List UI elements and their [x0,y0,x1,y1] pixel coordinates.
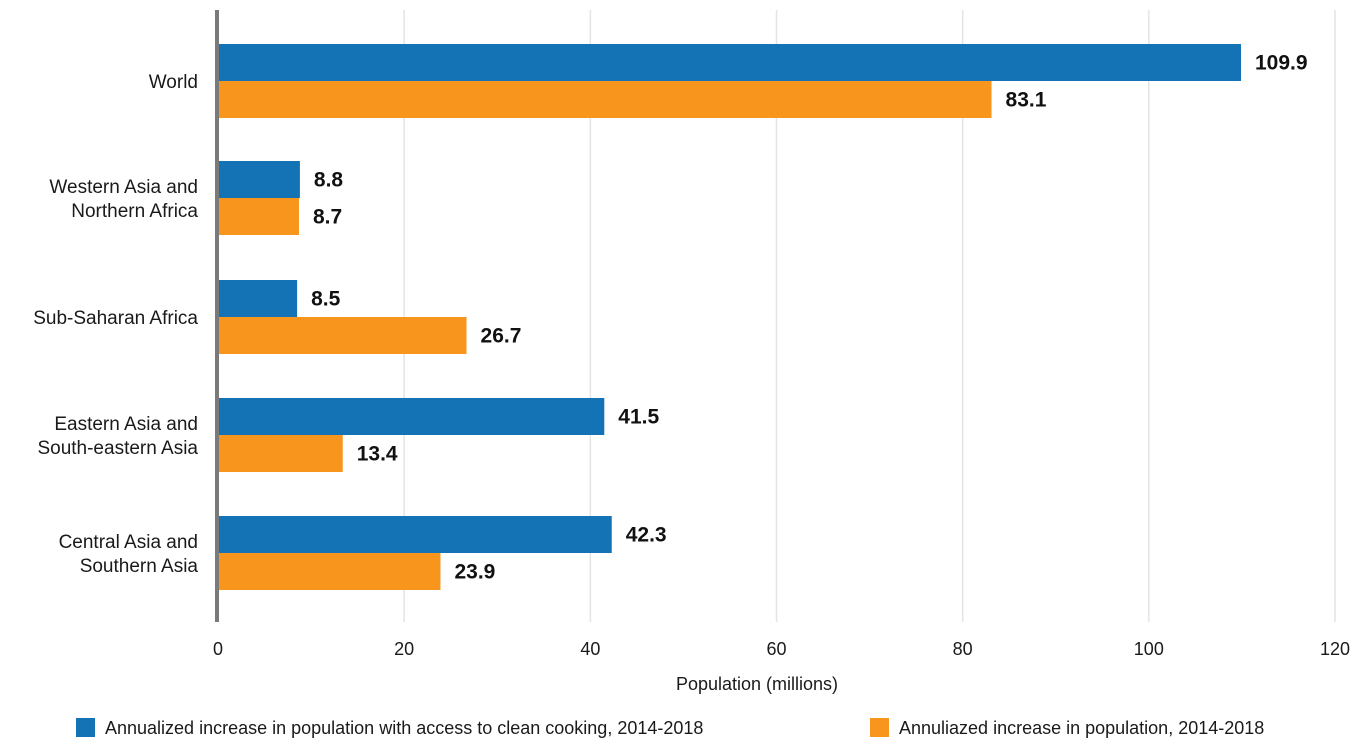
category-label: Western Asia and Northern Africa [49,177,198,222]
bar-population [218,435,343,472]
value-label: 8.8 [314,169,344,192]
bar-population [218,81,992,118]
value-label: 8.5 [311,288,341,311]
bar-clean-cooking [218,44,1241,81]
value-label: 13.4 [357,443,398,466]
value-label: 8.7 [313,206,342,229]
bar-clean-cooking [218,161,300,198]
value-label: 42.3 [626,524,667,547]
value-labels: 109.9 83.1 8.8 8.7 8.5 26.7 41.5 13.4 42.3 23.9 [311,52,1307,584]
category-label: Central Asia and Southern Asia [59,532,199,577]
legend-label: Annualized increase in population with a… [105,718,703,738]
x-axis-title: Population (millions) [676,674,838,694]
legend-swatch [870,718,889,737]
x-tick-label: 40 [580,639,600,659]
value-label: 83.1 [1006,89,1047,112]
x-axis-ticks: 0 20 40 60 80 100 120 [213,639,1350,659]
category-label: Sub-Saharan Africa [33,308,198,329]
value-label: 109.9 [1255,52,1308,75]
legend: Annualized increase in population with a… [76,718,1264,738]
x-tick-label: 0 [213,639,223,659]
category-label: World [149,72,198,93]
value-label: 23.9 [454,561,495,584]
legend-label: Annuliazed increase in population, 2014-… [899,718,1264,738]
x-tick-label: 20 [394,639,414,659]
bars [218,44,1241,590]
bar-clean-cooking [218,398,605,435]
category-label: Eastern Asia and South-eastern Asia [37,414,198,459]
category-labels: World Western Asia and Northern Africa Sub-… [33,72,198,577]
bar-population [218,198,299,235]
bar-clean-cooking [218,280,298,317]
value-label: 41.5 [618,406,659,429]
x-tick-label: 80 [953,639,973,659]
bar-population [218,317,467,354]
x-tick-label: 120 [1320,639,1350,659]
x-tick-label: 60 [766,639,786,659]
x-tick-label: 100 [1134,639,1164,659]
bar-population [218,553,441,590]
bar-clean-cooking [218,516,612,553]
value-label: 26.7 [481,325,522,348]
legend-swatch [76,718,95,737]
